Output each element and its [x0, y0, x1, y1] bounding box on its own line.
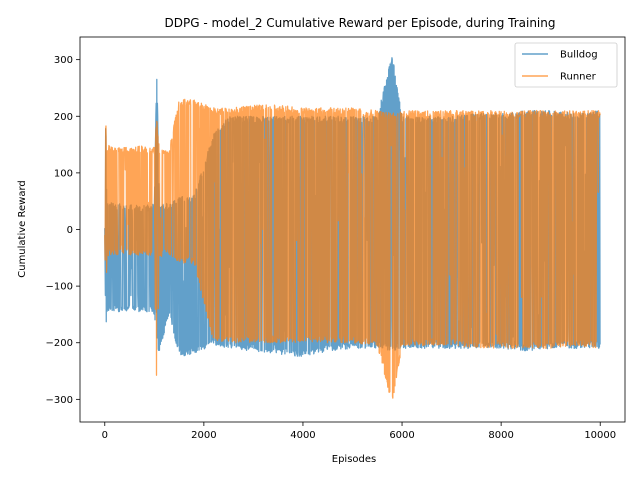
x-tick-label: 8000 — [488, 430, 513, 441]
y-tick-label: 0 — [67, 225, 73, 236]
y-tick-label: 200 — [54, 112, 73, 123]
plot-layer — [104, 57, 601, 399]
x-tick-label: 6000 — [389, 430, 414, 441]
chart-title: DDPG - model_2 Cumulative Reward per Epi… — [165, 16, 556, 30]
series-line-runner — [104, 98, 601, 399]
legend: Bulldog Runner — [514, 42, 618, 88]
legend-label-bulldog: Bulldog — [560, 50, 598, 61]
x-tick-label: 10000 — [584, 430, 616, 441]
x-axis-label: Episodes — [332, 454, 376, 465]
y-tick-label: 100 — [54, 168, 73, 179]
y-axis: −300 −200 −100 0 100 200 300 — [46, 55, 80, 406]
x-axis: 0 2000 4000 6000 8000 10000 — [102, 422, 616, 441]
y-tick-label: −100 — [46, 282, 73, 293]
x-tick-label: 0 — [102, 430, 108, 441]
x-tick-label: 4000 — [290, 430, 315, 441]
x-tick-label: 2000 — [191, 430, 216, 441]
y-tick-label: 300 — [54, 55, 73, 66]
y-tick-label: −200 — [46, 338, 73, 349]
y-tick-label: −300 — [46, 395, 73, 406]
y-axis-label: Cumulative Reward — [17, 180, 28, 278]
legend-label-runner: Runner — [560, 72, 597, 83]
